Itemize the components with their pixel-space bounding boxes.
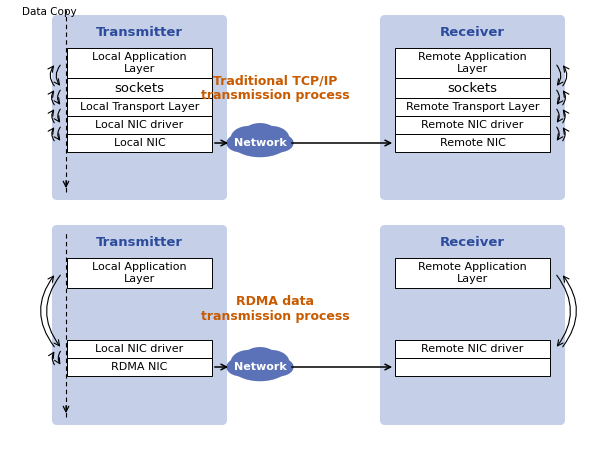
Ellipse shape	[243, 123, 277, 144]
Bar	[67, 134, 212, 152]
Bar	[67, 358, 212, 376]
Text: Remote NIC: Remote NIC	[439, 138, 505, 148]
Text: Receiver: Receiver	[440, 235, 505, 248]
Ellipse shape	[227, 134, 257, 153]
Text: Transmitter: Transmitter	[96, 235, 183, 248]
Ellipse shape	[232, 129, 288, 157]
Bar	[395, 358, 550, 376]
Bar	[395, 134, 550, 152]
Bar	[67, 258, 212, 288]
FancyBboxPatch shape	[380, 15, 565, 200]
Text: sockets: sockets	[447, 81, 497, 94]
FancyBboxPatch shape	[52, 15, 227, 200]
Text: Network: Network	[233, 138, 287, 148]
Ellipse shape	[253, 126, 290, 151]
Text: RDMA data
transmission process: RDMA data transmission process	[200, 295, 349, 323]
Ellipse shape	[263, 134, 294, 153]
Ellipse shape	[230, 350, 267, 374]
Bar	[395, 98, 550, 116]
Text: Remote Transport Layer: Remote Transport Layer	[406, 102, 540, 112]
Bar	[67, 48, 212, 78]
Bar	[395, 116, 550, 134]
Text: Data Copy: Data Copy	[22, 7, 76, 17]
Text: Local Application
Layer: Local Application Layer	[92, 52, 187, 74]
Text: Transmitter: Transmitter	[96, 26, 183, 39]
Text: Local NIC: Local NIC	[114, 138, 166, 148]
Bar	[67, 340, 212, 358]
Text: Traditional TCP/IP
transmission process: Traditional TCP/IP transmission process	[200, 74, 349, 102]
Text: Local Transport Layer: Local Transport Layer	[80, 102, 199, 112]
Text: Remote NIC driver: Remote NIC driver	[422, 120, 524, 130]
Bar	[67, 98, 212, 116]
Text: Network: Network	[233, 362, 287, 372]
Bar	[395, 258, 550, 288]
Bar	[67, 116, 212, 134]
Bar	[395, 48, 550, 78]
Text: sockets: sockets	[114, 81, 164, 94]
FancyBboxPatch shape	[380, 225, 565, 425]
Text: Local NIC driver: Local NIC driver	[95, 120, 184, 130]
Bar	[67, 78, 212, 98]
Ellipse shape	[243, 347, 277, 368]
Ellipse shape	[230, 126, 267, 151]
Text: Remote NIC driver: Remote NIC driver	[422, 344, 524, 354]
Text: Local NIC driver: Local NIC driver	[95, 344, 184, 354]
Text: Remote Application
Layer: Remote Application Layer	[418, 52, 527, 74]
Ellipse shape	[263, 357, 294, 377]
Text: Local Application
Layer: Local Application Layer	[92, 262, 187, 284]
Ellipse shape	[232, 353, 288, 381]
Ellipse shape	[253, 350, 290, 374]
Bar	[395, 340, 550, 358]
Text: Receiver: Receiver	[440, 26, 505, 39]
Bar	[395, 78, 550, 98]
Ellipse shape	[227, 357, 257, 377]
FancyBboxPatch shape	[52, 225, 227, 425]
Text: Remote Application
Layer: Remote Application Layer	[418, 262, 527, 284]
Text: RDMA NIC: RDMA NIC	[111, 362, 167, 372]
